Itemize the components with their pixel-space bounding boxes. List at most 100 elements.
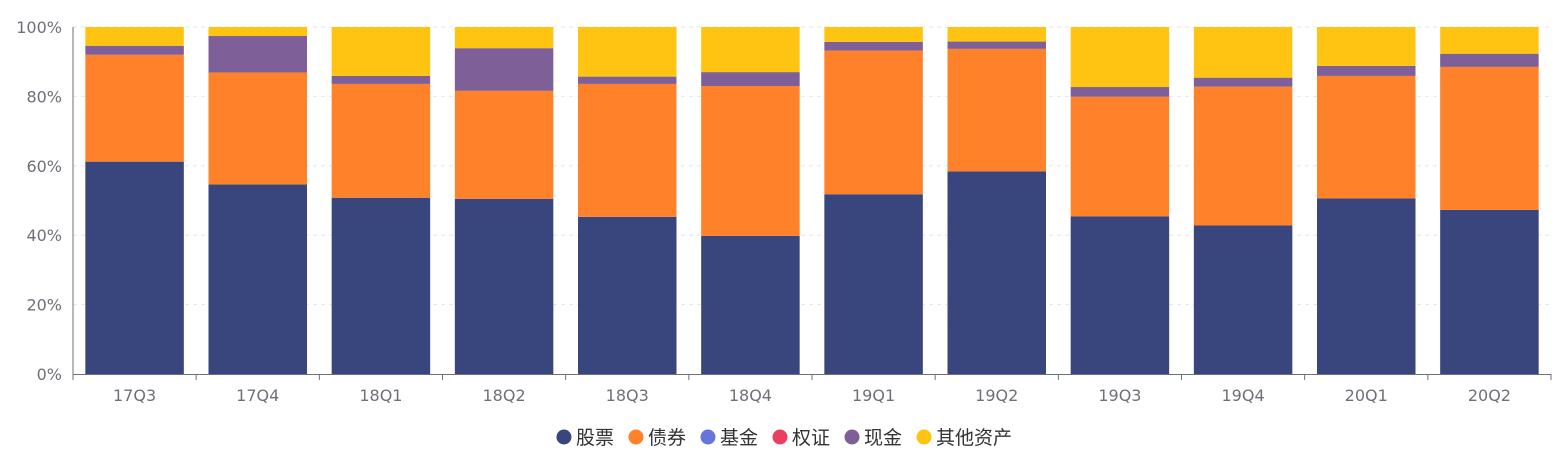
- y-tick-label: 0%: [37, 365, 62, 384]
- legend-label: 基金: [720, 427, 758, 449]
- x-tick-label: 20Q2: [1468, 386, 1511, 405]
- bar-segment[interactable]: [824, 50, 923, 195]
- x-tick-label: 19Q1: [852, 386, 895, 405]
- legend-marker: [916, 429, 932, 445]
- bar-segment[interactable]: [331, 197, 431, 374]
- bar-segment[interactable]: [85, 45, 184, 55]
- x-tick-label: 18Q1: [359, 386, 402, 405]
- bar-stack-18Q4[interactable]: [701, 27, 800, 374]
- bar-segment[interactable]: [1070, 96, 1170, 217]
- bar-stack-18Q2[interactable]: [454, 27, 554, 374]
- bar-stack-18Q1[interactable]: [331, 27, 431, 374]
- bar-segment[interactable]: [947, 48, 1047, 172]
- legend-item[interactable]: 债券: [628, 427, 686, 449]
- bar-segment[interactable]: [1070, 216, 1170, 374]
- legend-item[interactable]: 基金: [700, 427, 758, 449]
- bar-segment[interactable]: [1193, 86, 1293, 226]
- x-tick-label: 19Q2: [975, 386, 1018, 405]
- bar-segment[interactable]: [331, 83, 431, 198]
- bar-segment[interactable]: [1440, 27, 1539, 54]
- legend-label: 权证: [792, 427, 830, 449]
- bar-segment[interactable]: [824, 27, 923, 42]
- bar-segment[interactable]: [947, 41, 1047, 49]
- legend-marker: [628, 429, 644, 445]
- x-tick-label: 19Q4: [1222, 386, 1265, 405]
- bar-segment[interactable]: [578, 83, 677, 217]
- bar-segment[interactable]: [1193, 77, 1293, 87]
- legend[interactable]: 股票 债券 基金 权证 现金 其他资产: [556, 427, 1012, 449]
- bar-segment[interactable]: [454, 90, 554, 199]
- bar-segment[interactable]: [208, 72, 308, 185]
- bar-segment[interactable]: [1193, 27, 1293, 78]
- bar-segment[interactable]: [1070, 27, 1170, 88]
- y-tick-label: 80%: [26, 87, 62, 106]
- x-tick-label: 17Q3: [113, 386, 156, 405]
- bar-segment[interactable]: [1440, 209, 1539, 374]
- bar-segment[interactable]: [701, 27, 800, 73]
- bar-stack-19Q4[interactable]: [1193, 27, 1293, 374]
- x-tick-label: 17Q4: [236, 386, 279, 405]
- bar-stack-20Q1[interactable]: [1317, 27, 1416, 374]
- bar-segment[interactable]: [947, 171, 1047, 374]
- legend-item[interactable]: 权证: [772, 427, 831, 449]
- bar-segment[interactable]: [578, 76, 677, 84]
- bar-segment[interactable]: [454, 48, 554, 91]
- bar-segment[interactable]: [331, 75, 431, 84]
- bar-segment[interactable]: [85, 27, 184, 46]
- bar-segment[interactable]: [331, 27, 431, 76]
- bar-stack-18Q3[interactable]: [578, 27, 677, 374]
- bar-stack-19Q1[interactable]: [824, 27, 923, 374]
- bar-segment[interactable]: [1440, 53, 1539, 67]
- legend-marker: [556, 429, 572, 445]
- legend-label: 债券: [648, 427, 686, 449]
- bar-segment[interactable]: [947, 27, 1047, 42]
- bar-segment[interactable]: [578, 216, 677, 374]
- bar-stack-19Q2[interactable]: [947, 27, 1047, 374]
- x-tick-label: 18Q2: [483, 386, 526, 405]
- legend-label: 其他资产: [936, 427, 1012, 449]
- bar-stack-17Q3[interactable]: [85, 27, 184, 374]
- bar-segment[interactable]: [208, 184, 308, 374]
- bar-segment[interactable]: [701, 85, 800, 236]
- bar-segment[interactable]: [454, 198, 554, 374]
- bar-stack-17Q4[interactable]: [208, 27, 308, 374]
- bar-segment[interactable]: [824, 194, 923, 374]
- y-tick-label: 100%: [16, 18, 62, 37]
- legend-marker: [772, 429, 788, 445]
- y-tick-label: 20%: [26, 296, 62, 315]
- bar-segment[interactable]: [208, 27, 308, 37]
- bar-segment[interactable]: [1193, 225, 1293, 374]
- y-tick-label: 60%: [26, 157, 62, 176]
- bar-segment[interactable]: [1317, 198, 1416, 374]
- legend-marker: [844, 429, 860, 445]
- legend-item[interactable]: 其他资产: [916, 427, 1013, 449]
- bar-segment[interactable]: [1317, 27, 1416, 66]
- bar-segment[interactable]: [208, 36, 308, 73]
- bar-segment[interactable]: [85, 54, 184, 162]
- bar-segment[interactable]: [1317, 65, 1416, 76]
- legend-label: 现金: [864, 427, 902, 449]
- bar-segment[interactable]: [1440, 66, 1539, 210]
- legend-item[interactable]: 现金: [844, 427, 903, 449]
- bar-segment[interactable]: [578, 27, 677, 77]
- legend-label: 股票: [576, 427, 614, 449]
- bar-segment[interactable]: [1070, 87, 1170, 97]
- bar-stack-20Q2[interactable]: [1440, 27, 1539, 374]
- grid-lines: [73, 26, 1551, 306]
- x-tick-label: 18Q4: [729, 386, 772, 405]
- bar-segment[interactable]: [1317, 75, 1416, 199]
- bar-stack-19Q3[interactable]: [1070, 27, 1170, 374]
- bar-stacks[interactable]: [85, 27, 1539, 374]
- axes: 0% 20% 40% 60% 80% 100% 17Q3 17Q4 18Q1 18Q2 18Q3 18…: [16, 18, 1552, 405]
- bar-segment[interactable]: [701, 72, 800, 86]
- x-tick-label: 18Q3: [606, 386, 649, 405]
- bar-segment[interactable]: [824, 41, 923, 51]
- legend-item[interactable]: 股票: [556, 427, 614, 449]
- bar-segment[interactable]: [701, 235, 800, 374]
- bar-segment[interactable]: [454, 27, 554, 49]
- x-tick-label: 20Q1: [1345, 386, 1388, 405]
- x-tick-label: 19Q3: [1098, 386, 1141, 405]
- bar-segment[interactable]: [85, 161, 184, 374]
